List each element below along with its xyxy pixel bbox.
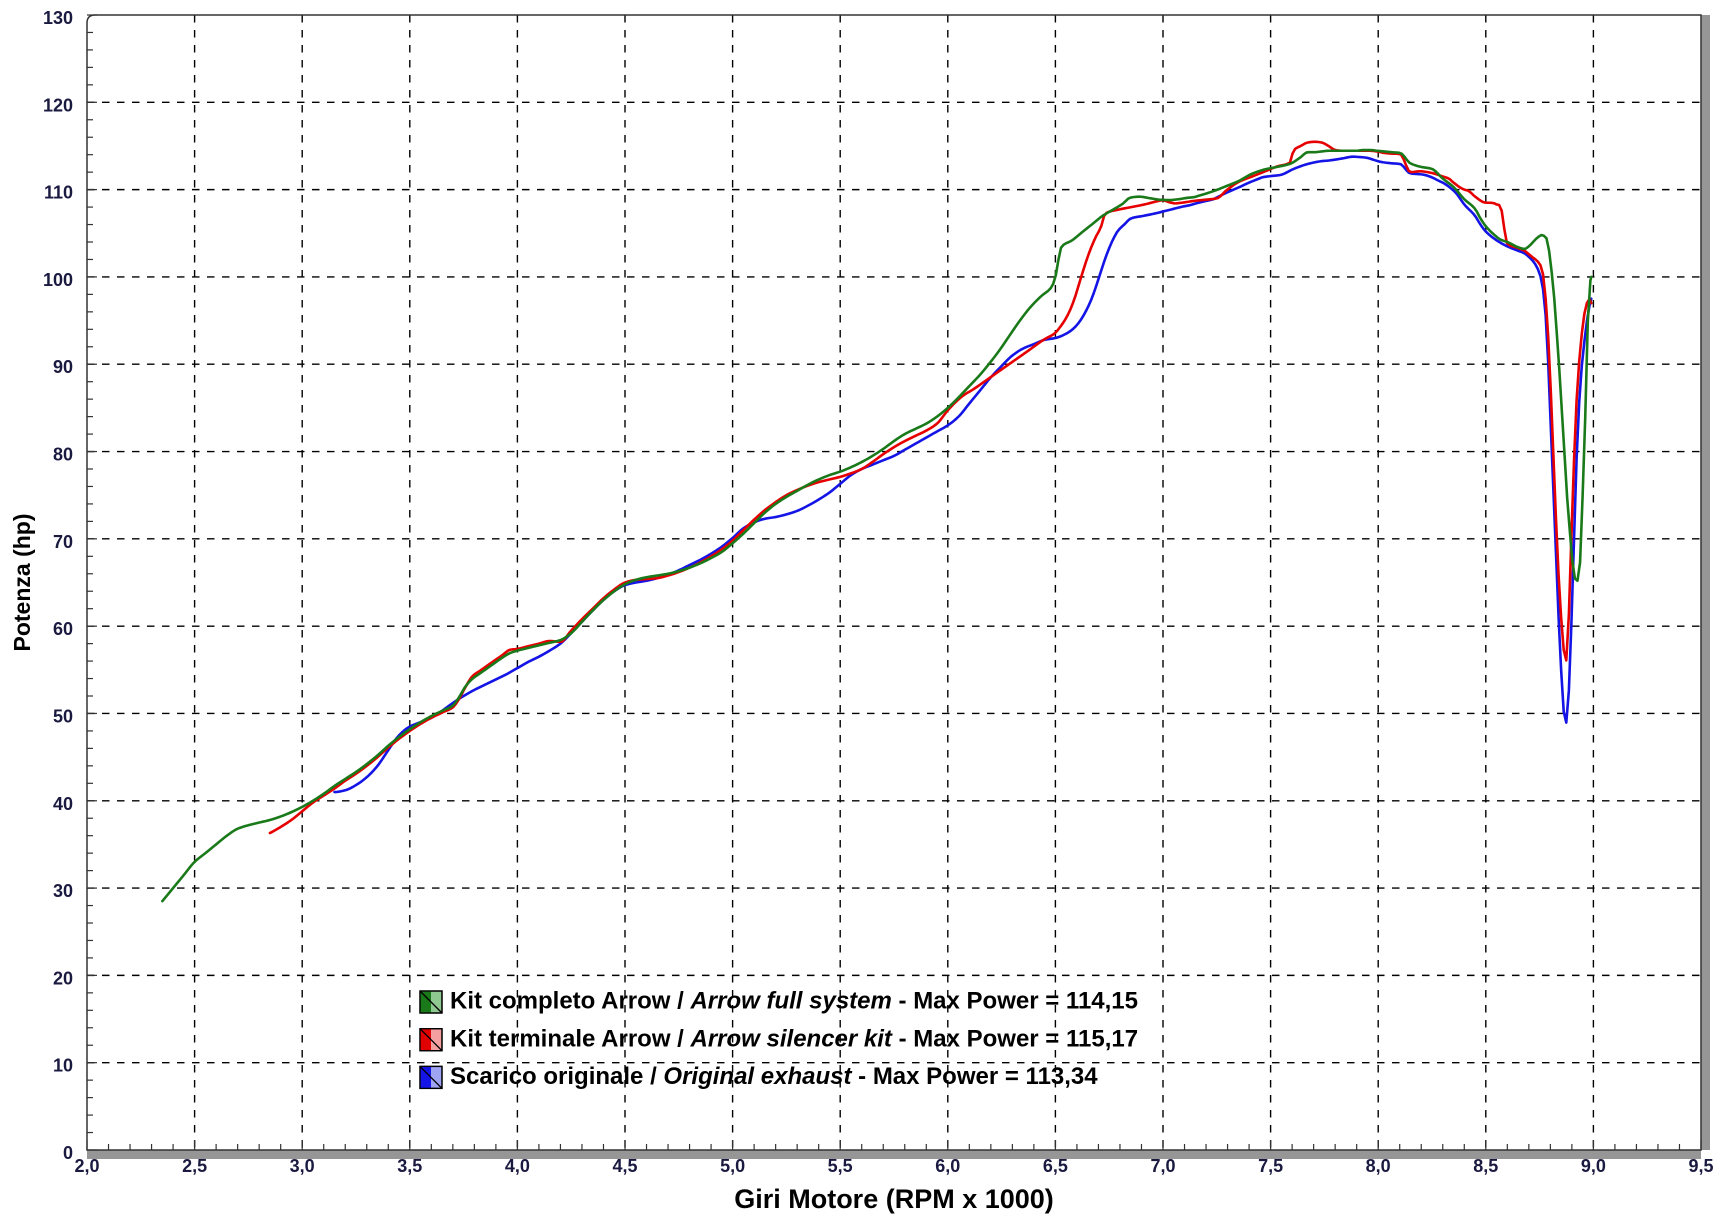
svg-text:60: 60: [53, 619, 73, 639]
svg-text:70: 70: [53, 532, 73, 552]
svg-text:5,5: 5,5: [828, 1156, 853, 1176]
svg-text:6,0: 6,0: [935, 1156, 960, 1176]
svg-text:3,5: 3,5: [397, 1156, 422, 1176]
svg-text:20: 20: [53, 968, 73, 988]
svg-text:100: 100: [43, 270, 73, 290]
svg-text:30: 30: [53, 881, 73, 901]
svg-text:4,5: 4,5: [612, 1156, 637, 1176]
svg-text:3,0: 3,0: [290, 1156, 315, 1176]
svg-text:90: 90: [53, 357, 73, 377]
svg-text:9,0: 9,0: [1581, 1156, 1606, 1176]
svg-text:120: 120: [43, 95, 73, 115]
svg-text:Potenza (hp): Potenza (hp): [9, 514, 35, 652]
svg-text:0: 0: [63, 1143, 73, 1163]
svg-text:8,0: 8,0: [1366, 1156, 1391, 1176]
svg-text:Scarico originale / Original e: Scarico originale / Original exhaust - M…: [450, 1063, 1098, 1090]
svg-text:Giri Motore (RPM x 1000): Giri Motore (RPM x 1000): [734, 1184, 1054, 1214]
svg-text:80: 80: [53, 445, 73, 465]
svg-text:Kit terminale Arrow / Arrow si: Kit terminale Arrow / Arrow silencer kit…: [450, 1025, 1138, 1052]
svg-text:2,5: 2,5: [182, 1156, 207, 1176]
svg-text:7,5: 7,5: [1258, 1156, 1283, 1176]
svg-text:2,0: 2,0: [74, 1156, 99, 1176]
svg-text:4,0: 4,0: [505, 1156, 530, 1176]
svg-text:130: 130: [43, 8, 73, 28]
svg-text:6,5: 6,5: [1043, 1156, 1068, 1176]
svg-text:50: 50: [53, 706, 73, 726]
svg-text:8,5: 8,5: [1473, 1156, 1498, 1176]
svg-text:9,5: 9,5: [1688, 1156, 1713, 1176]
svg-text:Kit completo Arrow / Arrow ful: Kit completo Arrow / Arrow full system -…: [450, 988, 1138, 1015]
svg-text:40: 40: [53, 794, 73, 814]
svg-text:7,0: 7,0: [1150, 1156, 1175, 1176]
svg-text:110: 110: [44, 183, 73, 203]
svg-text:5,0: 5,0: [720, 1156, 745, 1176]
svg-text:10: 10: [53, 1056, 73, 1076]
